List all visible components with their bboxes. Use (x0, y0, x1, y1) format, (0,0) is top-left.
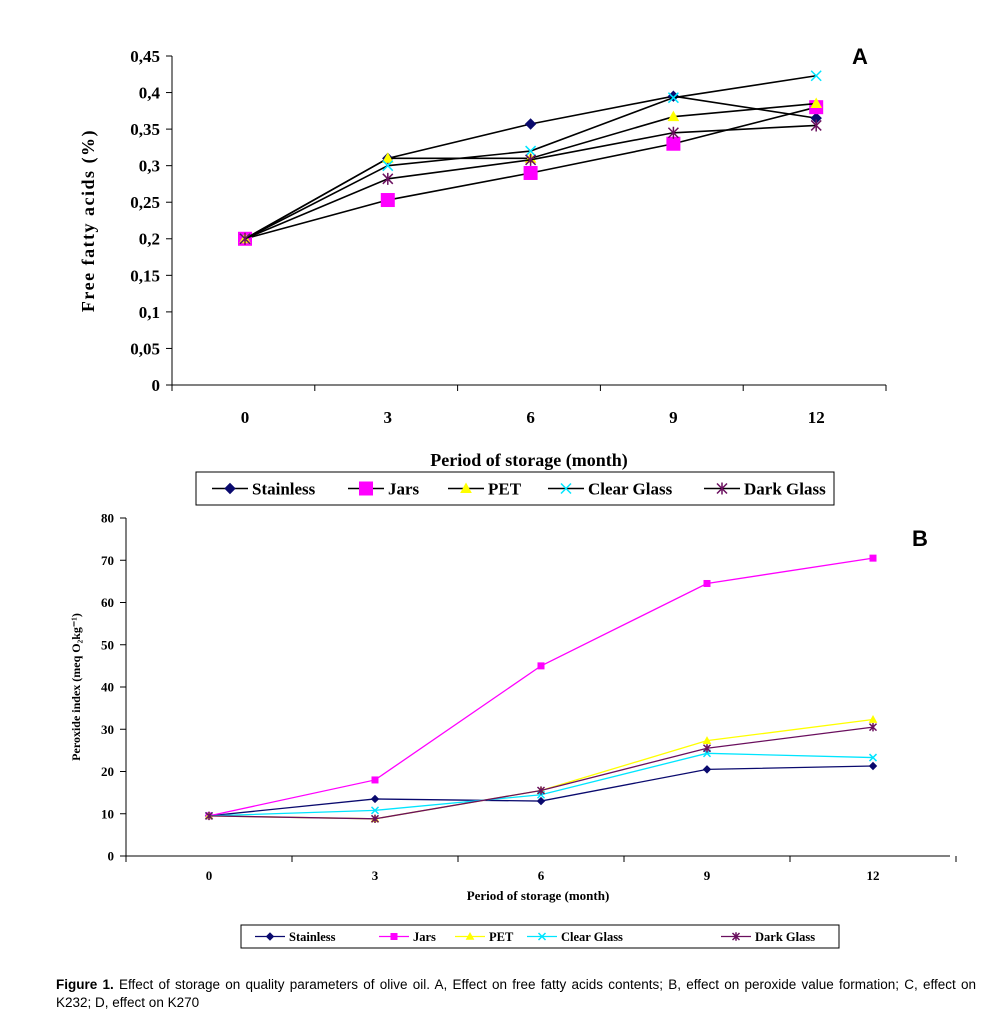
chart-a: 0 0,05 0,1 0,15 0,2 0,25 0,3 0,35 0,4 0,45 0 3 6 9 12 P… (78, 44, 887, 506)
chart-b-y-tick-label: 80 (101, 511, 114, 526)
chart-a-y-tick-label: 0,4 (139, 84, 161, 103)
chart-a-data-point (381, 152, 394, 163)
chart-a-legend-label: Jars (388, 479, 420, 498)
chart-b-data-point (371, 776, 379, 784)
chart-a-y-axis-title: Free fatty acids (%) (78, 129, 99, 312)
chart-a-x-tick-label: 0 (241, 408, 250, 427)
figure-caption: Figure 1. Effect of storage on quality p… (56, 976, 976, 1012)
caption-text: Effect of storage on quality parameters … (56, 977, 976, 1010)
chart-b-data-point (536, 796, 546, 806)
chart-a-data-point (667, 110, 680, 122)
chart-a-data-point (380, 193, 395, 208)
chart-a-y-tick-label: 0,15 (130, 266, 160, 285)
chart-a-panel-label: A (852, 44, 868, 69)
chart-b-legend-label: Clear Glass (561, 930, 623, 944)
chart-b-data-point (370, 814, 380, 824)
chart-a-data-point (810, 119, 822, 132)
chart-b-data-point (868, 715, 878, 723)
chart-b-series-line-jars (208, 557, 874, 817)
chart-a-y-tick-label: 0,2 (139, 230, 160, 249)
chart-b-panel-label: B (912, 526, 928, 551)
chart-b-data-point (204, 811, 214, 821)
chart-b-data-point (703, 579, 711, 587)
chart-a-data-point (239, 232, 251, 245)
chart-a-y-tick-label: 0 (152, 376, 161, 395)
chart-b-x-axis-title: Period of storage (month) (467, 888, 610, 903)
chart-b-x-tick-label: 3 (372, 868, 379, 883)
chart-b-x-tick-label: 6 (538, 868, 545, 883)
chart-b-legend-label: Stainless (289, 930, 336, 944)
chart-a-data-point (525, 145, 537, 157)
chart-b: 0 10 20 30 40 50 60 70 80 0 3 6 9 12 Period of storage… (69, 511, 957, 949)
chart-a-legend-marker (560, 482, 572, 495)
caption-label: Figure 1. (56, 977, 114, 992)
chart-a-data-point (667, 126, 679, 139)
chart-a-x-tick-label: 9 (669, 408, 678, 427)
chart-b-y-tick-label: 50 (101, 637, 114, 652)
chart-b-y-axis-title: Peroxide index (meq O₂kg⁻¹) (69, 613, 83, 761)
chart-b-data-point (702, 736, 712, 744)
chart-a-legend-label: Stainless (252, 479, 316, 498)
chart-a-legend-marker (359, 481, 373, 496)
chart-b-series-line-clear-glass (208, 752, 874, 817)
chart-b-x-tick-label: 12 (867, 868, 880, 883)
chart-a-x-tick-label: 6 (526, 408, 535, 427)
chart-a-legend-marker (460, 482, 472, 493)
chart-b-x-tick-label: 0 (206, 868, 213, 883)
chart-a-data-point (524, 118, 537, 130)
chart-b-legend-marker (537, 932, 547, 941)
chart-b-y-tick-label: 20 (101, 764, 114, 779)
chart-b-data-point (702, 765, 712, 774)
chart-a-y-tick-label: 0,45 (130, 47, 160, 66)
chart-b-data-point (702, 744, 712, 753)
chart-a-data-point (382, 160, 394, 172)
chart-a-series-line-dark-glass (244, 124, 817, 240)
chart-a-legend-marker (716, 482, 728, 495)
chart-a-x-tick-label: 3 (384, 408, 393, 427)
chart-a-data-point (666, 136, 681, 151)
chart-b-y-tick-label: 10 (101, 806, 114, 821)
chart-b-legend-marker (265, 932, 275, 941)
chart-a-y-tick-label: 0,1 (139, 303, 160, 322)
chart-a-data-point (523, 165, 538, 180)
chart-b-data-point (869, 554, 877, 562)
chart-b-y-tick-label: 70 (101, 553, 114, 568)
chart-a-legend-marker (224, 482, 236, 495)
chart-a-data-point (667, 92, 679, 104)
chart-b-data-point (370, 794, 380, 804)
chart-a-data-point (525, 153, 537, 166)
chart-b-data-point (537, 662, 545, 670)
chart-a-y-tick-label: 0,35 (130, 120, 160, 139)
chart-a-y-tick-label: 0,25 (130, 193, 160, 212)
chart-b-y-tick-label: 0 (108, 849, 115, 864)
chart-b-data-point (868, 753, 878, 762)
chart-a-y-tick-label: 0,3 (139, 157, 160, 176)
chart-b-legend-marker (465, 931, 475, 940)
chart-b-legend-label: PET (489, 930, 514, 944)
chart-a-data-point (810, 70, 822, 82)
chart-a-legend-label: Dark Glass (744, 479, 826, 498)
chart-a-y-tick-label: 0,05 (130, 339, 160, 358)
chart-b-y-tick-label: 40 (101, 680, 114, 695)
chart-a-x-tick-label: 12 (808, 408, 825, 427)
chart-a-data-point (382, 172, 394, 185)
chart-b-data-point (370, 806, 380, 815)
chart-a-legend-label: Clear Glass (588, 479, 673, 498)
chart-b-legend-marker (390, 933, 398, 940)
chart-a-data-point (810, 97, 823, 109)
chart-b-data-point (868, 722, 878, 732)
chart-b-legend-label: Dark Glass (755, 930, 815, 944)
chart-a-legend-label: PET (488, 479, 522, 498)
chart-b-y-tick-label: 60 (101, 595, 114, 610)
chart-a-x-axis-title: Period of storage (month) (430, 450, 627, 471)
chart-b-legend-marker (731, 932, 741, 941)
chart-b-data-point (868, 761, 878, 771)
chart-b-y-tick-label: 30 (101, 722, 114, 737)
chart-b-legend-label: Jars (413, 930, 436, 944)
chart-b-data-point (536, 786, 546, 795)
chart-b-x-tick-label: 9 (704, 868, 711, 883)
